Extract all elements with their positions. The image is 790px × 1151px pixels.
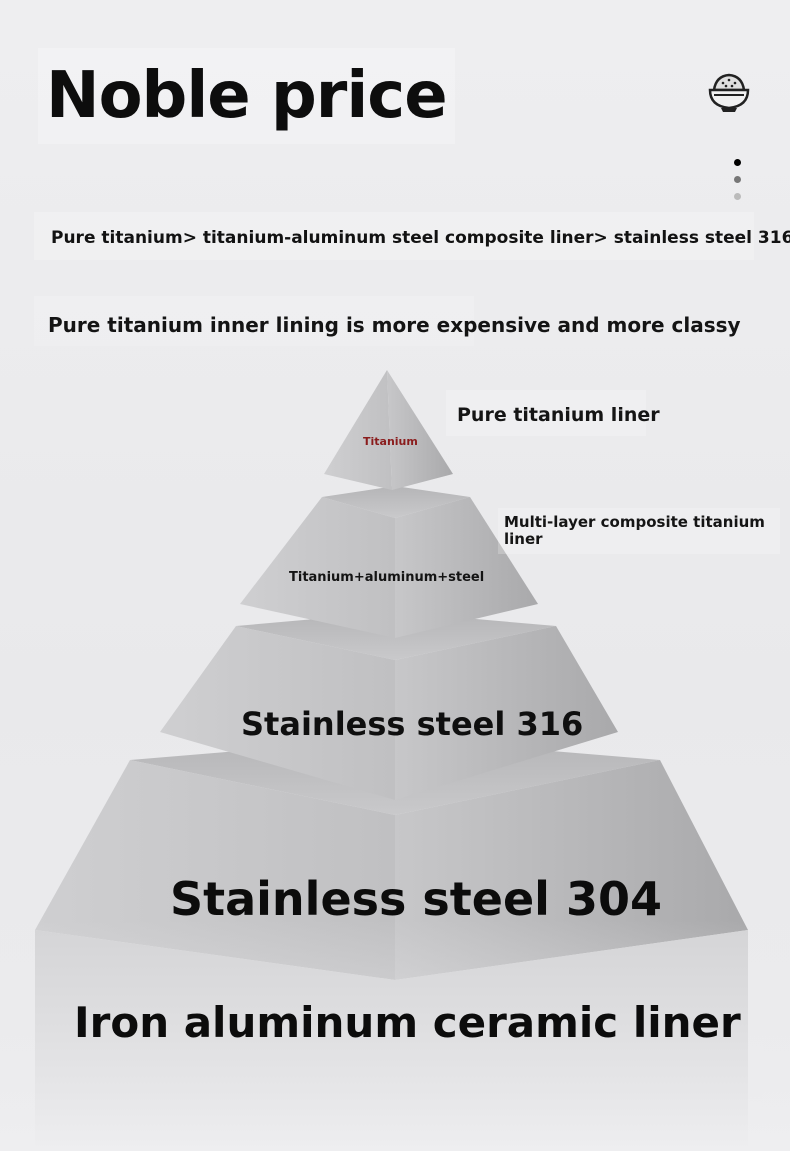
pyramid-tier-1	[324, 370, 453, 490]
pyramid-tier-3	[240, 486, 538, 638]
material-ranking-text: Pure titanium> titanium-aluminum steel c…	[51, 228, 790, 248]
tier-1-label: Titanium	[363, 435, 418, 448]
tier-3-label: Stainless steel 316	[241, 705, 584, 743]
pager-dots	[731, 156, 745, 206]
side-label-band	[498, 508, 780, 554]
pyramid-tier-5	[0, 738, 790, 1151]
tier-2-side-label: Multi-layer composite titanium liner	[504, 514, 765, 548]
pager-dot[interactable]	[734, 176, 741, 183]
side-label-band	[446, 390, 646, 436]
tier-2-label: Titanium+aluminum+steel	[289, 570, 485, 585]
rice-bowl-icon[interactable]	[704, 70, 754, 116]
pyramid-tier-4	[160, 612, 618, 800]
tagline-text: Pure titanium inner lining is more expen…	[48, 313, 741, 337]
tier-5-label: Iron aluminum ceramic liner	[74, 998, 741, 1047]
subtitle-band	[34, 212, 754, 260]
pager-dot[interactable]	[734, 193, 741, 200]
tier-2-side-label-line-1: Multi-layer composite titanium	[504, 513, 765, 531]
pager-dot-active[interactable]	[734, 159, 741, 166]
material-pyramid: Titanium Titanium+aluminum+steel Stainle…	[0, 360, 790, 1151]
tier-4-label: Stainless steel 304	[170, 872, 662, 926]
tagline-band	[34, 296, 474, 346]
page-title: Noble price	[38, 48, 455, 144]
tier-1-side-label: Pure titanium liner	[457, 404, 660, 426]
tier-2-side-label-line-2: liner	[504, 530, 543, 548]
